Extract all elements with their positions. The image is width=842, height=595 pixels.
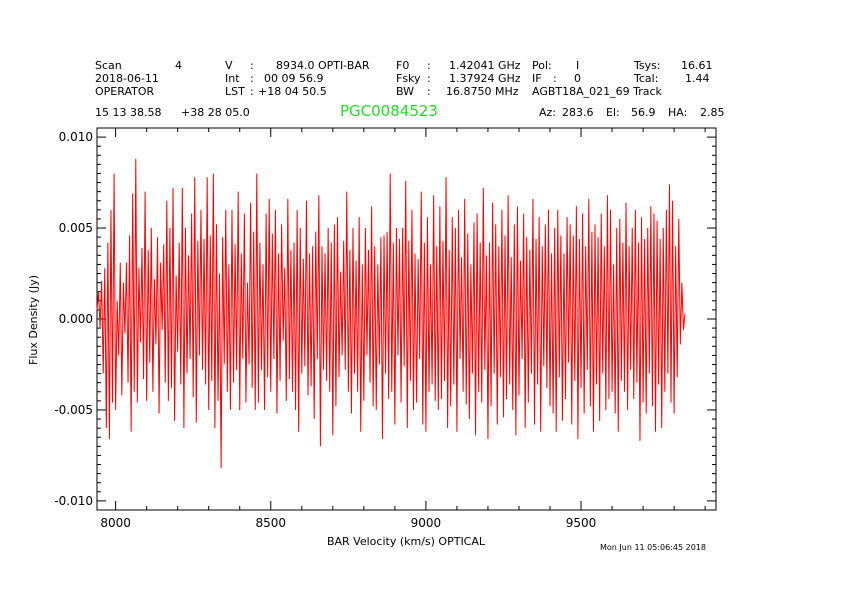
- x-tick-label: 9000: [411, 516, 442, 530]
- ra-value: 15 13 38.58: [95, 106, 162, 119]
- if-sep: :: [553, 72, 557, 85]
- f0-value: 1.42041 GHz: [449, 59, 521, 72]
- scan-label: Scan: [95, 59, 122, 72]
- lst-value: +18 04 50.5: [258, 85, 327, 98]
- tcal-label: Tcal:: [634, 72, 659, 85]
- y-tick-label: -0.005: [54, 403, 93, 417]
- y-tick-label: 0.005: [59, 221, 93, 235]
- spectrum-trace: [96, 158, 686, 469]
- bw-sep: :: [427, 85, 431, 98]
- az-label: Az:: [539, 106, 557, 119]
- dec-value: +38 28 05.0: [181, 106, 250, 119]
- az-value: 283.6: [562, 106, 594, 119]
- el-label: El:: [606, 106, 620, 119]
- tcal-value: 1.44: [685, 72, 710, 85]
- y-tick-label: 0.000: [59, 312, 93, 326]
- pol-label: Pol:: [532, 59, 552, 72]
- f0-label: F0: [396, 59, 410, 72]
- if-value: 0: [574, 72, 581, 85]
- ha-value: 2.85: [700, 106, 725, 119]
- x-axis: 8000 8500 9000 9500: [100, 128, 706, 530]
- tsys-value: 16.61: [681, 59, 713, 72]
- pol-value: I: [576, 59, 580, 72]
- x-tick-label: 8500: [255, 516, 286, 530]
- if-label: IF: [532, 72, 542, 85]
- plot-timestamp: Mon Jun 11 05:06:45 2018: [600, 543, 707, 552]
- fsky-value: 1.37924 GHz: [449, 72, 521, 85]
- scan-value: 4: [175, 59, 182, 72]
- y-axis-title: Flux Density (Jy): [27, 275, 40, 365]
- fsky-sep: :: [427, 72, 431, 85]
- y-axis: -0.010 -0.005 0.000 0.005 0.010: [54, 130, 716, 508]
- f0-sep: :: [427, 59, 431, 72]
- int-value: 00 09 56.9: [264, 72, 324, 85]
- lst-sep: :: [250, 85, 254, 98]
- bw-value: 16.8750 MHz: [446, 85, 519, 98]
- ha-label: HA:: [668, 106, 688, 119]
- x-tick-label: 9500: [566, 516, 597, 530]
- v-sep: :: [250, 59, 254, 72]
- v-label: V: [225, 59, 233, 72]
- fsky-label: Fsky: [396, 72, 421, 85]
- lst-label: LST: [225, 85, 245, 98]
- tsys-label: Tsys:: [634, 59, 661, 72]
- object-name: PGC0084523: [340, 102, 438, 120]
- el-value: 56.9: [631, 106, 656, 119]
- x-axis-title: BAR Velocity (km/s) OPTICAL: [327, 535, 486, 548]
- x-tick-label: 8000: [100, 516, 131, 530]
- bw-label: BW: [396, 85, 415, 98]
- obs-date: 2018-06-11: [95, 72, 159, 85]
- operator-label: OPERATOR: [95, 85, 155, 98]
- v-value: 8934.0 OPTI-BAR: [276, 59, 370, 72]
- int-label: Int: [225, 72, 240, 85]
- y-tick-label: 0.010: [59, 130, 93, 144]
- int-sep: :: [250, 72, 254, 85]
- project-id: AGBT18A_021_69 Track: [532, 85, 662, 98]
- y-tick-label: -0.010: [54, 494, 93, 508]
